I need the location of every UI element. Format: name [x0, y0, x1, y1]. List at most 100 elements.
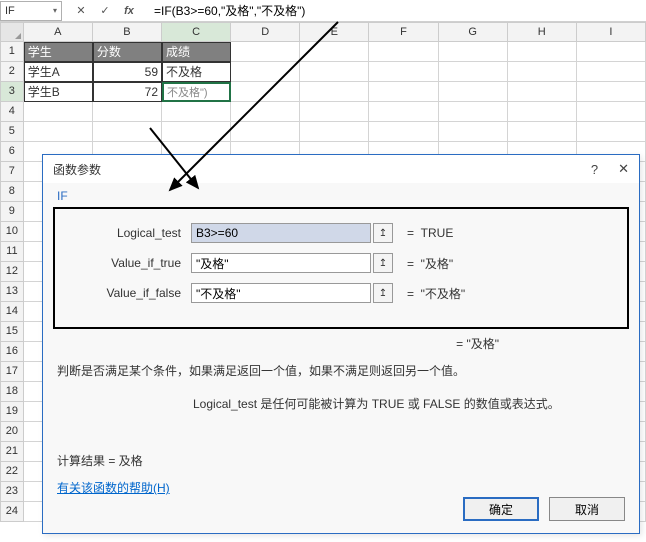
cell-E2[interactable]: [300, 62, 369, 82]
row-header-20[interactable]: 20: [0, 422, 24, 442]
function-help-link[interactable]: 有关该函数的帮助(H): [57, 481, 170, 495]
cell-F5[interactable]: [369, 122, 438, 142]
row-header-13[interactable]: 13: [0, 282, 24, 302]
cell-B1[interactable]: 分数: [93, 42, 162, 62]
column-header-E[interactable]: E: [300, 22, 369, 42]
column-header-C[interactable]: C: [162, 22, 231, 42]
param-input-2[interactable]: [191, 283, 371, 303]
param-input-0[interactable]: [191, 223, 371, 243]
row-header-19[interactable]: 19: [0, 402, 24, 422]
row-header-3[interactable]: 3: [0, 82, 24, 102]
ok-button[interactable]: 确定: [463, 497, 539, 521]
fx-icon[interactable]: fx: [122, 4, 136, 18]
dialog-titlebar[interactable]: 函数参数 ? ✕: [43, 155, 639, 183]
row-header-14[interactable]: 14: [0, 302, 24, 322]
cell-G1[interactable]: [439, 42, 508, 62]
formula-input[interactable]: =IF(B3>=60,"及格","不及格"): [148, 2, 646, 19]
cell-I5[interactable]: [577, 122, 646, 142]
row-header-1[interactable]: 1: [0, 42, 24, 62]
cell-H2[interactable]: [508, 62, 577, 82]
cell-E3[interactable]: [300, 82, 369, 102]
cell-H3[interactable]: [508, 82, 577, 102]
function-description: 判断是否满足某个条件，如果满足返回一个值，如果不满足则返回另一个值。: [57, 362, 629, 379]
cell-A2[interactable]: 学生A: [24, 62, 93, 82]
cell-G2[interactable]: [439, 62, 508, 82]
row-header-16[interactable]: 16: [0, 342, 24, 362]
range-select-icon[interactable]: ↥: [373, 283, 393, 303]
cell-C2[interactable]: 不及格: [162, 62, 231, 82]
row-header-15[interactable]: 15: [0, 322, 24, 342]
row-header-9[interactable]: 9: [0, 202, 24, 222]
row-header-6[interactable]: 6: [0, 142, 24, 162]
column-header-H[interactable]: H: [508, 22, 577, 42]
cell-B2[interactable]: 59: [93, 62, 162, 82]
row-header-21[interactable]: 21: [0, 442, 24, 462]
row-header-5[interactable]: 5: [0, 122, 24, 142]
cell-F4[interactable]: [369, 102, 438, 122]
cell-B3[interactable]: 72: [93, 82, 162, 102]
cell-D3[interactable]: [231, 82, 300, 102]
cell-B4[interactable]: [93, 102, 162, 122]
range-select-icon[interactable]: ↥: [373, 223, 393, 243]
column-header-F[interactable]: F: [369, 22, 438, 42]
cell-I1[interactable]: [577, 42, 646, 62]
cell-E5[interactable]: [300, 122, 369, 142]
cell-D5[interactable]: [231, 122, 300, 142]
row-header-7[interactable]: 7: [0, 162, 24, 182]
row-header-2[interactable]: 2: [0, 62, 24, 82]
select-all-button[interactable]: [0, 22, 24, 42]
cell-A1[interactable]: 学生: [24, 42, 93, 62]
dialog-close-icon[interactable]: ✕: [618, 161, 629, 177]
row-header-11[interactable]: 11: [0, 242, 24, 262]
accept-icon[interactable]: ✓: [98, 4, 112, 18]
cell-I3[interactable]: [577, 82, 646, 102]
cell-C1[interactable]: 成绩: [162, 42, 231, 62]
cell-G4[interactable]: [439, 102, 508, 122]
row-header-4[interactable]: 4: [0, 102, 24, 122]
cell-G5[interactable]: [439, 122, 508, 142]
column-header-D[interactable]: D: [231, 22, 300, 42]
cell-D4[interactable]: [231, 102, 300, 122]
cell-F1[interactable]: [369, 42, 438, 62]
name-box[interactable]: IF ▾: [0, 1, 62, 21]
cell-D2[interactable]: [231, 62, 300, 82]
cell-A5[interactable]: [24, 122, 93, 142]
dialog-help-icon[interactable]: ?: [591, 162, 598, 177]
range-select-icon[interactable]: ↥: [373, 253, 393, 273]
cell-I4[interactable]: [577, 102, 646, 122]
cell-C3[interactable]: 不及格"): [162, 82, 231, 102]
column-header-I[interactable]: I: [577, 22, 646, 42]
row-header-24[interactable]: 24: [0, 502, 24, 522]
cell-G3[interactable]: [439, 82, 508, 102]
cell-D1[interactable]: [231, 42, 300, 62]
cell-F3[interactable]: [369, 82, 438, 102]
cancel-icon[interactable]: ✕: [74, 4, 88, 18]
cell-E4[interactable]: [300, 102, 369, 122]
cell-B5[interactable]: [93, 122, 162, 142]
param-input-1[interactable]: [191, 253, 371, 273]
cell-H4[interactable]: [508, 102, 577, 122]
row-header-23[interactable]: 23: [0, 482, 24, 502]
cell-C4[interactable]: [162, 102, 231, 122]
column-header-G[interactable]: G: [439, 22, 508, 42]
cancel-button[interactable]: 取消: [549, 497, 625, 521]
cell-A3[interactable]: 学生B: [24, 82, 93, 102]
column-header-B[interactable]: B: [93, 22, 162, 42]
row-header-8[interactable]: 8: [0, 182, 24, 202]
cell-F2[interactable]: [369, 62, 438, 82]
row-header-10[interactable]: 10: [0, 222, 24, 242]
row-header-18[interactable]: 18: [0, 382, 24, 402]
row-header-12[interactable]: 12: [0, 262, 24, 282]
cell-H5[interactable]: [508, 122, 577, 142]
cell-I2[interactable]: [577, 62, 646, 82]
parameter-box: Logical_test↥= TRUEValue_if_true↥= "及格"V…: [53, 207, 629, 329]
cell-H1[interactable]: [508, 42, 577, 62]
name-box-caret-icon: ▾: [53, 6, 57, 15]
row-header-17[interactable]: 17: [0, 362, 24, 382]
cell-A4[interactable]: [24, 102, 93, 122]
cell-C5[interactable]: [162, 122, 231, 142]
row-header-22[interactable]: 22: [0, 462, 24, 482]
column-headers: ABCDEFGHI: [0, 22, 646, 42]
column-header-A[interactable]: A: [24, 22, 93, 42]
cell-E1[interactable]: [300, 42, 369, 62]
